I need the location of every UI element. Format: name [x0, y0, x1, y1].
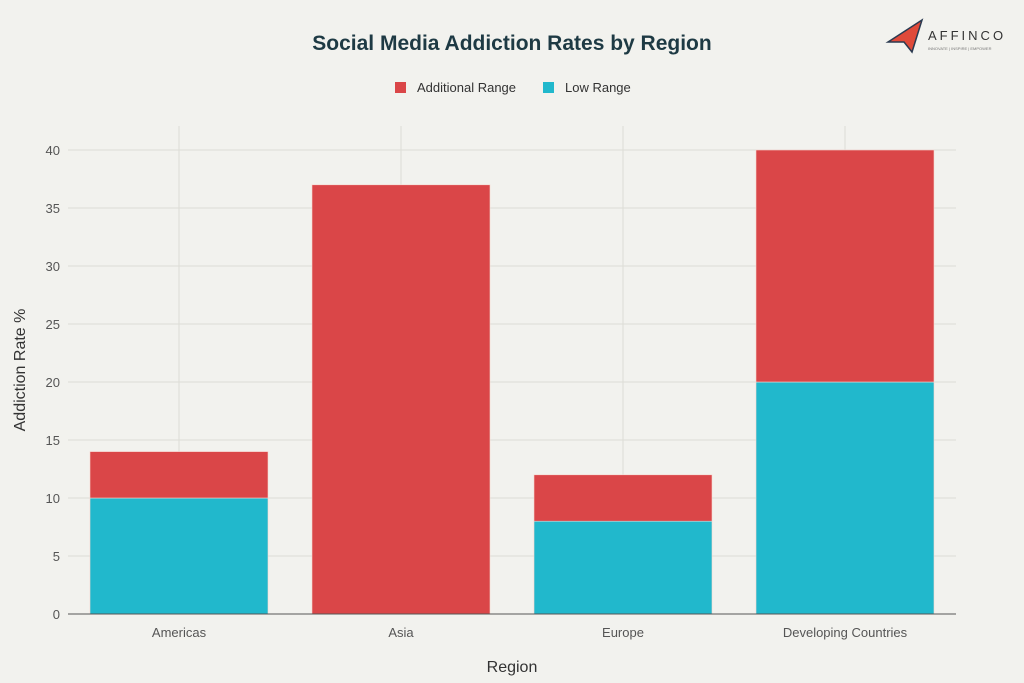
y-axis-label: Addiction Rate %	[12, 309, 29, 432]
x-tick-label: Asia	[388, 625, 414, 640]
y-tick-label: 5	[53, 549, 60, 564]
y-tick-label: 35	[46, 201, 60, 216]
x-tick-label: Developing Countries	[783, 625, 908, 640]
y-tick-label: 25	[46, 317, 60, 332]
bar-low-range	[755, 381, 935, 615]
bar-additional-range	[311, 184, 491, 615]
y-tick-label: 15	[46, 433, 60, 448]
legend-swatch-low	[543, 82, 554, 93]
y-tick-label: 30	[46, 259, 60, 274]
legend-swatch-additional	[395, 82, 406, 93]
logo: AFFINCO INNOVATE | INSPIRE | EMPOWER	[885, 18, 1006, 54]
chart-title: Social Media Addiction Rates by Region	[312, 32, 711, 55]
logo-tagline: INNOVATE | INSPIRE | EMPOWER	[928, 46, 992, 51]
y-tick-label: 20	[46, 375, 60, 390]
bar-additional-range	[533, 474, 713, 522]
bar-low-range	[533, 520, 713, 615]
legend-label-additional: Additional Range	[417, 80, 516, 95]
bar-additional-range	[755, 149, 935, 383]
paper-plane-icon	[885, 18, 924, 54]
bar-additional-range	[89, 451, 269, 499]
y-tick-label: 10	[46, 491, 60, 506]
y-tick-label: 0	[53, 607, 60, 622]
legend: Additional Range Low Range	[395, 80, 631, 95]
legend-label-low: Low Range	[565, 80, 631, 95]
x-axis-label: Region	[487, 659, 538, 676]
x-tick-label: Americas	[152, 625, 207, 640]
logo-text: AFFINCO	[928, 28, 1006, 43]
y-tick-label: 40	[46, 143, 60, 158]
x-tick-label: Europe	[602, 625, 644, 640]
bar-low-range	[89, 497, 269, 615]
